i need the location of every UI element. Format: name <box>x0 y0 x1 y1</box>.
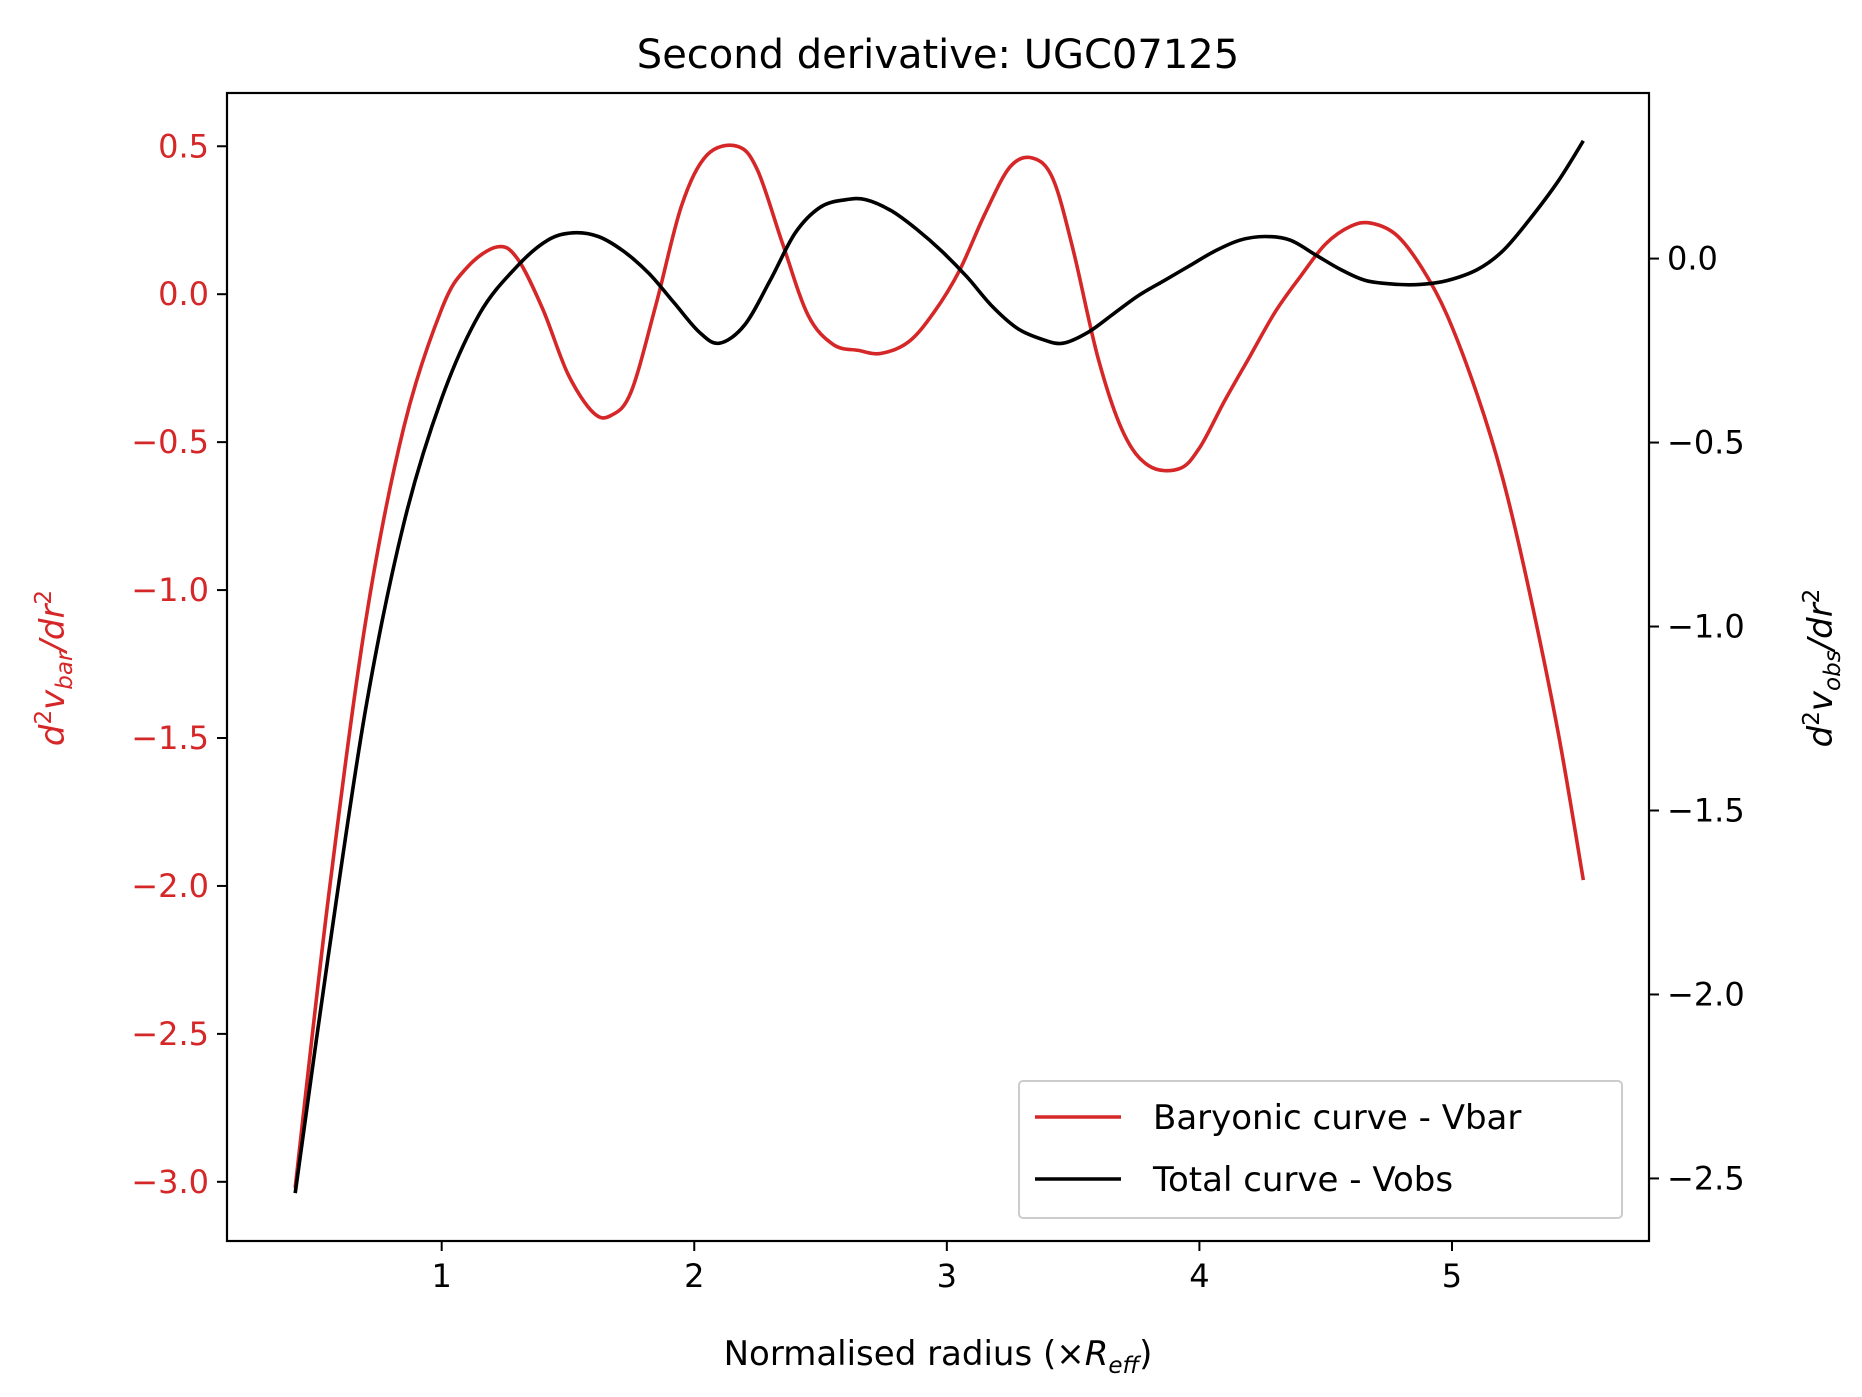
x-tick-label: 3 <box>937 1257 957 1295</box>
y-right-tick-label: −2.5 <box>1667 1159 1745 1197</box>
series-line-vobs <box>293 139 1585 1194</box>
series-line-vbar <box>293 143 1586 1188</box>
y-left-tick-label: −0.5 <box>131 423 209 461</box>
series-layer <box>293 139 1586 1194</box>
y-left-tick-label: −2.0 <box>131 867 209 905</box>
y-axis-right-ticks: 0.0 −0.5 −1.0 −1.5 −2.0 −2.5 <box>1649 240 1745 1197</box>
y-right-tick-label: −0.5 <box>1667 424 1745 462</box>
x-tick-label: 2 <box>684 1257 704 1295</box>
y-right-tick-label: −2.0 <box>1667 975 1745 1013</box>
y-axis-right-label: d2vobs/dr2 <box>1799 589 1846 748</box>
x-tick-label: 5 <box>1442 1257 1462 1295</box>
y-left-tick-label: −2.5 <box>131 1015 209 1053</box>
y-left-tick-label: −3.0 <box>131 1163 209 1201</box>
y-left-tick-label: −1.5 <box>131 719 209 757</box>
y-left-tick-label: 0.5 <box>158 127 209 165</box>
y-left-tick-label: 0.0 <box>158 275 209 313</box>
chart-title: Second derivative: UGC07125 <box>637 32 1239 78</box>
x-tick-label: 4 <box>1189 1257 1209 1295</box>
plot-frame <box>225 91 1651 1243</box>
x-axis-label-subscript: eff <box>1108 1353 1141 1379</box>
y-axis-left-ticks: 0.5 0.0 −0.5 −1.0 −1.5 −2.0 −2.5 −3.0 <box>131 127 227 1201</box>
x-axis-label: Normalised radius (×Reff) <box>724 1334 1153 1379</box>
y-left-tick-label: −1.0 <box>131 571 209 609</box>
x-axis-ticks: 1 2 3 4 5 <box>432 1241 1462 1295</box>
legend-label-vbar: Baryonic curve - Vbar <box>1153 1098 1521 1138</box>
legend: Baryonic curve - Vbar Total curve - Vobs <box>1018 1080 1623 1219</box>
x-axis-label-symbol: R <box>1085 1334 1109 1374</box>
legend-box <box>1018 1080 1623 1219</box>
x-axis-label-main: Normalised radius (× <box>724 1334 1085 1374</box>
x-tick-label: 1 <box>432 1257 452 1295</box>
y-axis-left-label: d2vbar/dr2 <box>31 590 78 746</box>
y-right-tick-label: 0.0 <box>1667 240 1718 278</box>
y-right-tick-label: −1.5 <box>1667 792 1745 830</box>
x-axis-label-end: ) <box>1139 1334 1152 1374</box>
y-right-tick-label: −1.0 <box>1667 608 1745 646</box>
legend-label-vobs: Total curve - Vobs <box>1152 1160 1453 1200</box>
